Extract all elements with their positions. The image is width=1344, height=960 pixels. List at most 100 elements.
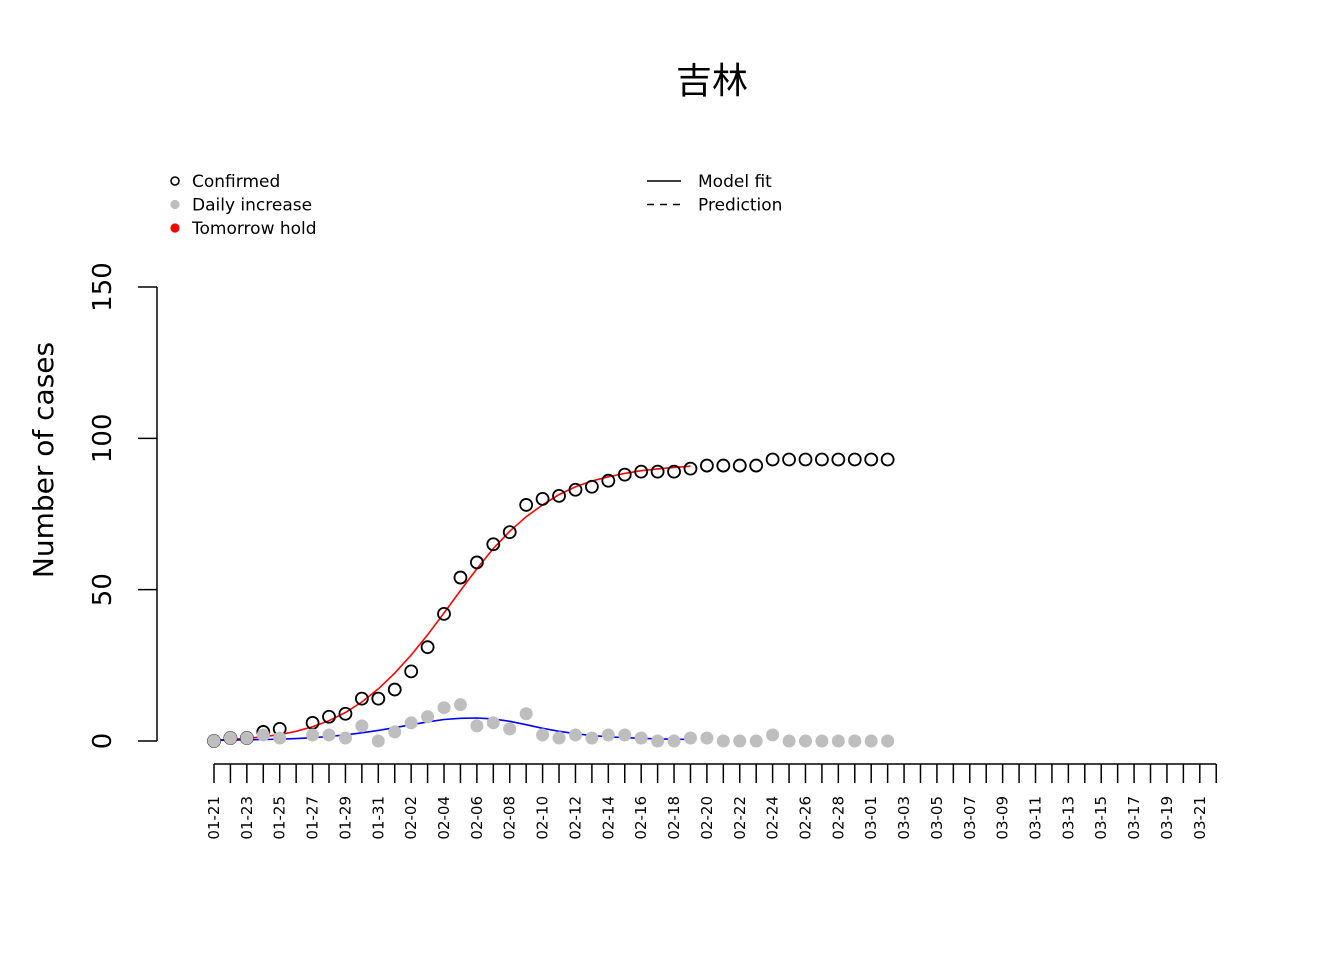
confirmed-point <box>815 452 829 467</box>
data-points <box>207 452 895 748</box>
confirmed-point <box>354 691 369 706</box>
x-tick-label: 02-14 <box>599 796 617 840</box>
daily-increase-point <box>355 719 369 733</box>
x-tick-label: 03-01 <box>862 796 880 840</box>
x-tick-label: 02-04 <box>435 796 453 840</box>
confirmed-point <box>469 555 484 570</box>
x-tick-label: 02-10 <box>534 796 552 840</box>
legend-label: Confirmed <box>192 172 280 192</box>
daily-increase-point <box>848 734 862 748</box>
daily-increase-point <box>585 731 599 745</box>
y-tick-label: 100 <box>88 414 118 464</box>
daily-increase-point <box>864 734 878 748</box>
x-tick-label: 03-05 <box>928 796 946 840</box>
fit-line-confirmed-model-fit <box>213 465 691 741</box>
x-tick-label: 02-06 <box>468 796 486 840</box>
x-tick-label: 01-23 <box>238 796 256 840</box>
daily-increase-point <box>421 710 435 724</box>
daily-increase-point <box>782 734 796 748</box>
confirmed-point <box>387 682 402 697</box>
legend-marker-confirmed <box>170 176 180 186</box>
confirmed-point <box>519 498 534 512</box>
confirmed-point <box>584 479 599 494</box>
confirmed-point <box>700 458 714 473</box>
confirmed-point <box>371 691 386 706</box>
legend-label: Tomorrow hold <box>191 219 317 239</box>
x-tick-label: 03-03 <box>895 796 913 840</box>
daily-increase-point <box>371 734 385 748</box>
chart-title: 吉林 <box>676 61 748 102</box>
fit-lines <box>213 465 691 742</box>
daily-increase-point <box>815 734 829 748</box>
y-tick-label: 0 <box>88 733 118 750</box>
daily-increase-point <box>881 734 895 748</box>
daily-increase-point <box>634 731 648 745</box>
legend-label: Prediction <box>698 196 782 216</box>
daily-increase-point <box>618 728 632 742</box>
daily-increase-point <box>749 734 763 748</box>
x-tick-label: 02-22 <box>731 796 749 840</box>
confirmed-point <box>749 458 764 473</box>
daily-increase-point <box>651 734 665 748</box>
confirmed-point <box>420 640 435 655</box>
daily-increase-point <box>519 707 533 721</box>
confirmed-point <box>634 464 649 479</box>
x-tick-label: 03-15 <box>1092 796 1110 840</box>
daily-increase-point <box>404 716 418 730</box>
confirmed-point <box>716 458 731 473</box>
confirmed-point <box>437 606 451 621</box>
confirmed-point <box>617 467 632 482</box>
x-tick-label: 03-21 <box>1191 796 1209 840</box>
legend-marker-tomorrow-hold <box>170 223 180 233</box>
confirmed-point <box>782 452 796 467</box>
x-tick-label: 02-18 <box>665 796 683 840</box>
x-tick-label: 02-28 <box>829 796 847 840</box>
legend-label: Daily increase <box>192 196 312 216</box>
daily-increase-point <box>240 731 254 745</box>
confirmed-point <box>880 452 895 467</box>
x-tick-label: 02-02 <box>402 796 420 840</box>
daily-increase-point <box>388 725 402 739</box>
x-tick-label: 03-19 <box>1158 796 1176 840</box>
confirmed-point <box>453 570 468 585</box>
daily-increase-point <box>453 698 467 712</box>
confirmed-point <box>732 458 747 473</box>
x-tick-label: 02-08 <box>501 796 519 840</box>
y-axis-label: Number of cases <box>27 342 60 578</box>
y-axis: 0 50 100 150 <box>88 262 158 750</box>
x-tick-label: 03-13 <box>1059 796 1077 840</box>
legend-label: Model fit <box>698 172 772 192</box>
x-tick-label: 03-11 <box>1027 796 1045 840</box>
legend-marker-daily-increase <box>170 199 180 210</box>
confirmed-point <box>667 464 681 479</box>
daily-increase-point <box>338 731 352 745</box>
x-tick-label: 02-16 <box>632 796 650 840</box>
daily-increase-point <box>536 728 550 742</box>
daily-increase-point <box>207 734 221 748</box>
daily-increase-point <box>601 728 615 742</box>
confirmed-point <box>486 537 501 552</box>
legend-right: Model fit Prediction <box>647 172 782 216</box>
daily-increase-point <box>831 734 845 748</box>
y-tick-label: 50 <box>88 573 118 606</box>
x-tick-label: 01-29 <box>336 796 354 840</box>
daily-increase-point <box>306 728 320 742</box>
daily-increase-point <box>223 731 237 745</box>
daily-increase-point <box>798 734 812 748</box>
daily-increase-point <box>766 728 780 742</box>
x-axis: 01-21 01-23 01-25 01-27 01-29 01-31 02-02 02-04… <box>205 763 1217 840</box>
daily-increase-point <box>256 728 270 742</box>
x-tick-label: 02-26 <box>796 796 814 840</box>
confirmed-point <box>798 452 813 467</box>
confirmed-point <box>502 525 517 540</box>
confirmed-point <box>535 491 550 506</box>
daily-increase-point <box>683 731 697 745</box>
x-tick-label: 02-12 <box>566 796 584 840</box>
x-tick-label: 01-31 <box>369 796 387 840</box>
daily-increase-point <box>273 731 287 745</box>
daily-increase-point <box>470 719 484 733</box>
confirmed-point <box>683 461 698 476</box>
daily-increase-point <box>503 722 517 736</box>
confirmed-point <box>338 706 353 721</box>
